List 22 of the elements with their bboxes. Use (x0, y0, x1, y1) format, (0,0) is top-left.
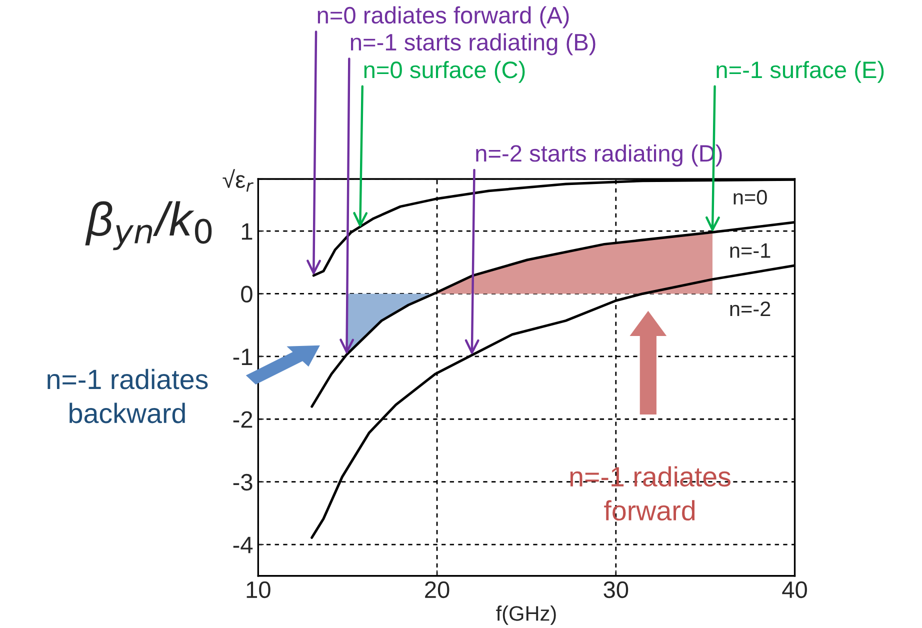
y-tick-label: 1 (242, 223, 252, 240)
annotation: n=0 surface (C) (364, 60, 525, 83)
annotation: n=0 radiates forward (A) (318, 6, 569, 28)
y-tick-label: -4 (233, 536, 253, 554)
series-label: n=0 (734, 190, 767, 205)
y-tick-label: √ε$_{r}$ (222, 169, 254, 192)
y-tick-label: -1 (233, 348, 252, 365)
text: n=-1 radiates backward (48, 368, 208, 424)
y-tick-label: -3 (233, 474, 252, 491)
y-tick-label: 0 (241, 286, 252, 303)
series-label: n=-2 (730, 301, 770, 316)
annotation: n=-1 starts radiating (B) (350, 33, 596, 56)
x-tick-label: 20 (425, 581, 450, 598)
x-tick-label: 10 (246, 581, 270, 598)
y-axis-title: β$_{yn}$/k$_{0}$ (85, 201, 212, 250)
x-axis-title: f(GHz) (496, 606, 556, 625)
series-label: n=-1 (730, 243, 770, 258)
y-tick-label: -2 (233, 411, 252, 428)
x-tick-label: 30 (604, 581, 628, 598)
x-tick-label: 40 (782, 581, 807, 598)
annotation: n=-1 surface (E) (716, 60, 884, 83)
annotation: n=-1 radiates forward (570, 466, 730, 521)
